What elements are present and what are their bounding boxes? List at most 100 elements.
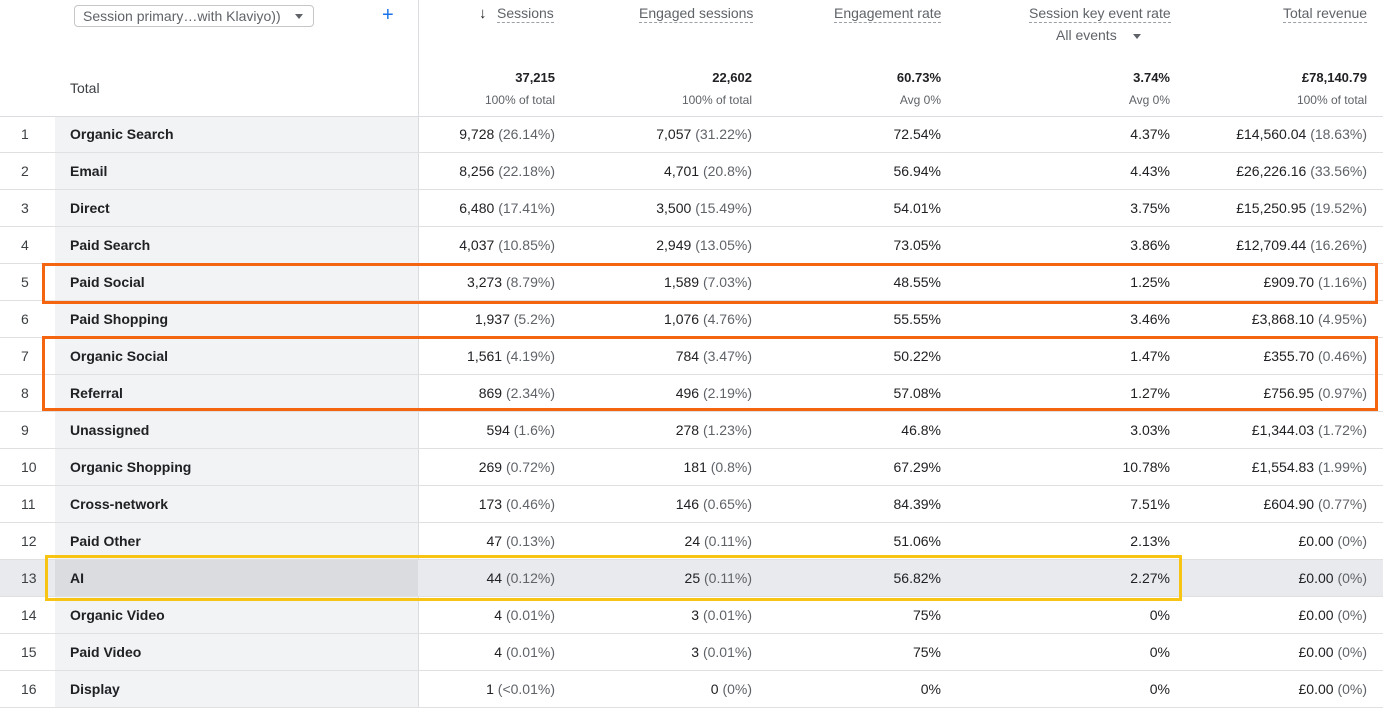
cell-percent: (18.63%) [1310, 126, 1367, 142]
cell-engagement-rate: 75% [912, 644, 941, 660]
row-channel-name[interactable]: Cross-network [70, 496, 169, 512]
table-row[interactable]: 4 Paid Search 4,037 (10.85%) 2,949 (13.05%)… [0, 227, 1383, 264]
cell-total-revenue: £14,560.04 (18.63%) [1236, 126, 1367, 142]
cell-engagement-rate: 72.54% [893, 126, 941, 142]
cell-engagement-rate: 56.94% [893, 163, 941, 179]
row-divider [0, 559, 1383, 560]
cell-percent: (26.14%) [498, 126, 555, 142]
cell-sessions: 173 (0.46%) [479, 496, 555, 512]
cell-sessions: 594 (1.6%) [487, 422, 555, 438]
cell-engagement-rate: 55.55% [893, 311, 941, 327]
row-channel-name[interactable]: Paid Social [70, 274, 145, 290]
table-row[interactable]: 9 Unassigned 594 (1.6%) 278 (1.23%) 46.8% 3.0… [0, 412, 1383, 449]
col-header-engaged-sessions[interactable]: Engaged sessions [639, 5, 754, 23]
row-index: 8 [21, 385, 29, 401]
row-channel-name[interactable]: AI [70, 570, 84, 586]
col-header-engagement-rate[interactable]: Engagement rate [834, 5, 942, 23]
cell-key-event-rate: 1.47% [1130, 348, 1170, 364]
cell-value: 1 [486, 681, 494, 697]
cell-total-revenue: £3,868.10 (4.95%) [1252, 311, 1367, 327]
table-row[interactable]: 15 Paid Video 4 (0.01%) 3 (0.01%) 75% 0% £0.00… [0, 634, 1383, 671]
cell-total-revenue: £1,344.03 (1.72%) [1252, 422, 1367, 438]
row-index: 6 [21, 311, 29, 327]
table-row[interactable]: 10 Organic Shopping 269 (0.72%) 181 (0.8%) 6… [0, 449, 1383, 486]
cell-value: 3,500 [656, 200, 692, 216]
row-index: 4 [21, 237, 29, 253]
table-row[interactable]: 7 Organic Social 1,561 (4.19%) 784 (3.47%) 5… [0, 338, 1383, 375]
row-channel-name[interactable]: Organic Social [70, 348, 169, 364]
row-channel-name[interactable]: Unassigned [70, 422, 150, 438]
row-channel-name[interactable]: Referral [70, 385, 123, 401]
cell-sessions: 47 (0.13%) [487, 533, 556, 549]
row-divider [0, 670, 1383, 671]
total-revenue: £78,140.79 100% of total [1297, 70, 1367, 108]
col-header-session-key-event-rate[interactable]: Session key event rate [1029, 5, 1171, 23]
key-event-select[interactable]: All events [1056, 27, 1141, 43]
cell-percent: (0%) [722, 681, 752, 697]
row-channel-name[interactable]: Paid Video [70, 644, 142, 660]
cell-engaged-sessions: 25 (0.11%) [685, 570, 752, 586]
table-row[interactable]: 1 Organic Search 9,728 (26.14%) 7,057 (31.2… [0, 116, 1383, 153]
cell-key-event-rate: 4.43% [1130, 163, 1170, 179]
cell-percent: (0%) [1337, 570, 1367, 586]
sort-down-arrow-icon[interactable]: ↓ [479, 5, 487, 22]
key-event-select-value: All events [1056, 27, 1117, 43]
row-channel-name[interactable]: Direct [70, 200, 110, 216]
col-header-sessions[interactable]: Sessions [497, 5, 554, 23]
table-row[interactable]: 2 Email 8,256 (22.18%) 4,701 (20.8%) 56.94% 4… [0, 153, 1383, 190]
cell-engagement-rate: 73.05% [893, 237, 941, 253]
cell-engagement-rate: 50.22% [893, 348, 941, 364]
cell-percent: (0.12%) [505, 570, 555, 586]
table-row[interactable]: 6 Paid Shopping 1,937 (5.2%) 1,076 (4.76%) 5… [0, 301, 1383, 338]
row-channel-name[interactable]: Organic Video [70, 607, 165, 623]
table-row[interactable]: 12 Paid Other 47 (0.13%) 24 (0.11%) 51.06% 2.… [0, 523, 1383, 560]
table-row[interactable]: 11 Cross-network 173 (0.46%) 146 (0.65%) 84.… [0, 486, 1383, 523]
cell-sessions: 869 (2.34%) [479, 385, 555, 401]
cell-sessions: 3,273 (8.79%) [467, 274, 555, 290]
row-channel-name[interactable]: Paid Search [70, 237, 151, 253]
cell-value: 2,949 [656, 237, 692, 253]
cell-engagement-rate: 67.29% [893, 459, 941, 475]
table-row[interactable]: 8 Referral 869 (2.34%) 496 (2.19%) 57.08% 1.2… [0, 375, 1383, 412]
cell-value: 7,057 [656, 126, 692, 142]
row-channel-name[interactable]: Organic Search [70, 126, 174, 142]
row-index: 12 [21, 533, 37, 549]
cell-key-event-rate: 2.27% [1130, 570, 1170, 586]
cell-engagement-rate: 48.55% [893, 274, 941, 290]
cell-percent: (1.6%) [513, 422, 555, 438]
cell-total-revenue: £0.00 (0%) [1299, 607, 1368, 623]
cell-percent: (1.23%) [702, 422, 752, 438]
cell-total-revenue: £12,709.44 (16.26%) [1236, 237, 1367, 253]
row-index: 14 [21, 607, 37, 623]
cell-key-event-rate: 3.46% [1130, 311, 1170, 327]
dimension-select[interactable]: Session primary…with Klaviyo)) [74, 5, 314, 27]
cell-value: 1,589 [664, 274, 700, 290]
cell-total-revenue: £756.95 (0.97%) [1263, 385, 1367, 401]
cell-percent: (1.72%) [1317, 422, 1367, 438]
row-channel-name[interactable]: Paid Shopping [70, 311, 168, 327]
row-index: 7 [21, 348, 29, 364]
add-dimension-icon[interactable]: + [382, 4, 394, 26]
row-channel-name[interactable]: Paid Other [70, 533, 141, 549]
col-header-total-revenue[interactable]: Total revenue [1283, 5, 1368, 23]
table-row[interactable]: 3 Direct 6,480 (17.41%) 3,500 (15.49%) 54.01… [0, 190, 1383, 227]
cell-percent: (0.01%) [702, 644, 752, 660]
cell-value: £355.70 [1263, 348, 1315, 364]
row-channel-name[interactable]: Display [70, 681, 120, 697]
cell-total-revenue: £26,226.16 (33.56%) [1236, 163, 1367, 179]
table-row[interactable]: 5 Paid Social 3,273 (8.79%) 1,589 (7.03%) 48… [0, 264, 1383, 301]
table-row[interactable]: 16 Display 1 (<0.01%) 0 (0%) 0% 0% £0.00 (0%) [0, 671, 1383, 708]
table-row[interactable]: 14 Organic Video 4 (0.01%) 3 (0.01%) 75% 0% £0… [0, 597, 1383, 634]
cell-engagement-rate: 75% [912, 607, 941, 623]
row-index: 13 [21, 570, 37, 586]
cell-value: £0.00 [1298, 681, 1334, 697]
cell-percent: (<0.01%) [497, 681, 555, 697]
row-channel-name[interactable]: Organic Shopping [70, 459, 192, 475]
table-row[interactable]: 13 AI 44 (0.12%) 25 (0.11%) 56.82% 2.27% £0.00… [0, 560, 1383, 597]
cell-engaged-sessions: 3 (0.01%) [691, 644, 752, 660]
cell-sessions: 1,937 (5.2%) [475, 311, 555, 327]
row-channel-name[interactable]: Email [70, 163, 108, 179]
cell-key-event-rate: 2.13% [1130, 533, 1170, 549]
cell-value: £1,344.03 [1251, 422, 1315, 438]
cell-percent: (22.18%) [498, 163, 555, 179]
